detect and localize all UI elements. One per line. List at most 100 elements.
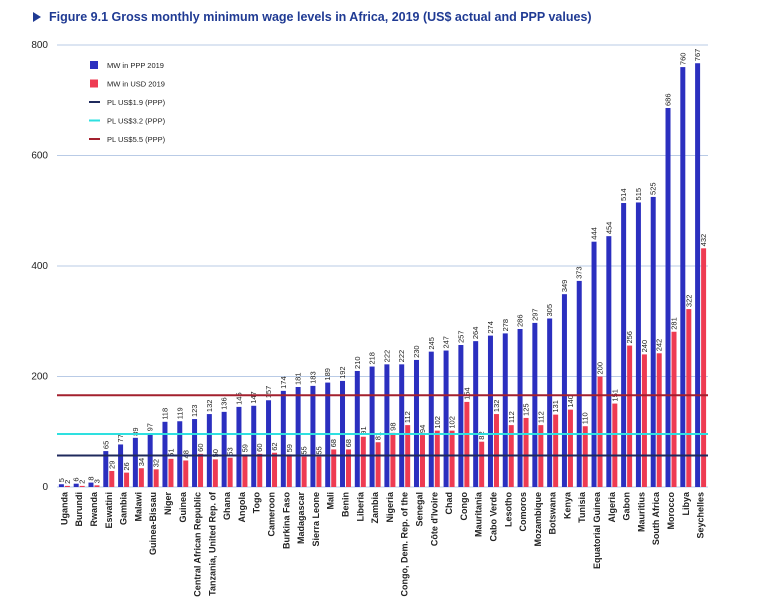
bar xyxy=(517,328,523,487)
value-label: 274 xyxy=(486,321,495,334)
x-tick-label: Senegal xyxy=(414,492,424,527)
value-label: 62 xyxy=(270,442,279,450)
x-tick-label: Nigeria xyxy=(385,491,395,523)
value-label: 247 xyxy=(442,336,451,349)
value-label: 112 xyxy=(507,411,516,423)
value-label: 281 xyxy=(670,317,679,330)
x-tick-label: Cabo Verde xyxy=(488,492,498,542)
value-label: 91 xyxy=(359,426,368,434)
value-label: 444 xyxy=(590,227,599,240)
bar xyxy=(399,364,405,487)
x-tick-label: Burkina Faso xyxy=(281,491,291,549)
bar xyxy=(375,442,381,487)
value-label: 102 xyxy=(448,416,457,429)
bar xyxy=(458,345,464,487)
bar xyxy=(192,419,198,487)
bar xyxy=(103,451,109,487)
bar xyxy=(621,203,627,487)
value-label: 373 xyxy=(575,266,584,279)
bar xyxy=(502,333,508,487)
legend-label: MW in USD 2019 xyxy=(107,80,165,89)
value-label: 515 xyxy=(634,188,643,201)
value-label: 760 xyxy=(678,53,687,66)
bar xyxy=(606,236,612,487)
value-label: 286 xyxy=(516,314,525,327)
x-tick-label: Congo xyxy=(459,492,469,521)
value-label: 51 xyxy=(166,448,175,456)
value-label: 200 xyxy=(596,362,605,375)
x-tick-label: Mauritius xyxy=(636,492,646,532)
value-label: 230 xyxy=(412,345,421,358)
value-label: 29 xyxy=(107,461,116,469)
bar xyxy=(286,454,292,487)
bar xyxy=(487,335,493,487)
bar xyxy=(523,417,529,487)
bar xyxy=(272,452,278,487)
value-label: 3 xyxy=(92,479,101,483)
x-tick-label: Côte d'Ivoire xyxy=(429,492,439,546)
bar xyxy=(147,433,153,487)
value-label: 242 xyxy=(655,339,664,352)
value-label: 55 xyxy=(300,446,309,454)
bar xyxy=(118,444,124,487)
value-label: 118 xyxy=(160,408,169,420)
bar xyxy=(73,483,79,487)
value-label: 98 xyxy=(388,423,397,431)
x-tick-label: Libya xyxy=(681,491,691,516)
value-label: 53 xyxy=(226,447,235,455)
bar xyxy=(242,454,248,487)
bar xyxy=(449,430,455,487)
bar xyxy=(331,449,337,487)
bar xyxy=(236,406,242,487)
x-tick-label: Tanzania, United Rep. of xyxy=(207,491,217,596)
value-label: 181 xyxy=(294,372,303,385)
value-label: 686 xyxy=(664,93,673,106)
bar xyxy=(295,386,301,487)
legend-label: PL US$3.2 (PPP) xyxy=(107,117,166,126)
value-label: 132 xyxy=(205,400,214,413)
value-label: 305 xyxy=(545,304,554,317)
legend-label: MW in PPP 2019 xyxy=(107,61,164,70)
bar xyxy=(88,482,94,487)
bar xyxy=(212,459,218,487)
bar xyxy=(346,449,352,487)
value-label: 218 xyxy=(368,352,377,365)
value-label: 132 xyxy=(492,400,501,413)
value-label: 123 xyxy=(190,405,199,418)
bar xyxy=(390,432,396,487)
bar xyxy=(680,67,686,487)
value-label: 349 xyxy=(560,280,569,293)
value-label: 322 xyxy=(684,295,693,308)
bar xyxy=(153,469,159,487)
value-label: 157 xyxy=(264,386,273,399)
value-label: 145 xyxy=(234,392,243,405)
value-label: 65 xyxy=(101,441,110,449)
bar xyxy=(183,460,189,487)
bar xyxy=(567,409,573,487)
value-label: 2 xyxy=(63,480,72,484)
value-label: 264 xyxy=(471,327,480,340)
legend-swatch xyxy=(90,79,98,88)
bar xyxy=(434,430,440,487)
x-tick-label: Malawi xyxy=(133,492,143,522)
value-label: 60 xyxy=(196,444,205,452)
x-tick-label: Tunisia xyxy=(577,491,587,523)
value-label: 8 xyxy=(86,476,95,480)
bar xyxy=(198,453,204,487)
legend-label: PL US$1.9 (PPP) xyxy=(107,98,166,107)
value-label: 59 xyxy=(285,444,294,452)
bar xyxy=(162,421,168,487)
value-label: 174 xyxy=(279,376,288,389)
bar xyxy=(206,414,212,487)
y-tick-label: 400 xyxy=(31,261,48,272)
x-tick-label: Mozambique xyxy=(533,492,543,547)
x-tick-label: Liberia xyxy=(355,491,365,522)
value-label: 50 xyxy=(211,449,220,457)
x-tick-label: Ghana xyxy=(222,491,232,520)
bar xyxy=(701,248,707,487)
y-tick-label: 800 xyxy=(31,40,48,51)
value-label: 147 xyxy=(249,391,258,404)
title-marker xyxy=(33,12,41,22)
bar xyxy=(124,472,130,487)
x-tick-label: Guinea-Bissau xyxy=(148,492,158,555)
